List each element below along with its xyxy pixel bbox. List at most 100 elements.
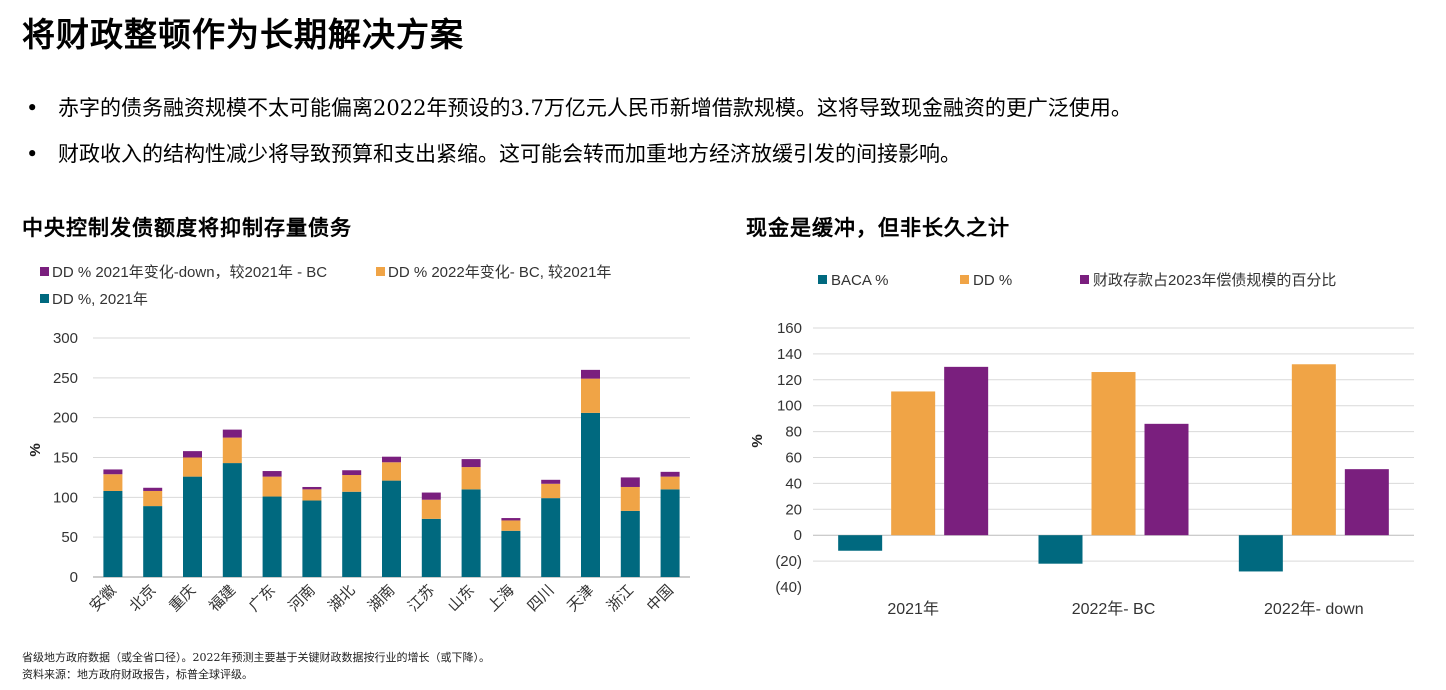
x-tick-label: 浙江 <box>603 581 637 615</box>
bar-segment <box>103 474 123 491</box>
y-tick-label: 20 <box>785 501 802 518</box>
bar-segment <box>421 518 441 577</box>
y-tick-label: 300 <box>53 330 78 347</box>
bar-segment <box>103 469 123 475</box>
y-tick-label: 100 <box>53 489 78 506</box>
bar-segment <box>222 463 242 577</box>
legend-swatch <box>40 267 49 276</box>
bar-segment <box>581 378 600 413</box>
bar-segment <box>222 429 242 438</box>
footnotes: 省级地方政府数据（或全省口径）。2022年预测主要基于关键财政数据按行业的增长（… <box>22 649 490 683</box>
bar-segment <box>103 490 123 577</box>
bar-segment <box>421 499 441 519</box>
x-tick-label: 湖南 <box>364 581 398 615</box>
bullet-item: • 赤字的债务融资规模不太可能偏离2022年预设的3.7万亿元人民币新增借款规模… <box>22 90 1422 136</box>
bar <box>1238 535 1283 572</box>
y-tick-label: 50 <box>61 529 78 546</box>
bar-segment <box>382 480 401 577</box>
bar-segment <box>143 487 163 491</box>
bar-segment <box>143 490 163 507</box>
bar-segment <box>342 491 362 577</box>
y-tick-label: 120 <box>777 372 802 389</box>
bar-segment <box>541 483 561 499</box>
bar-segment <box>501 530 521 577</box>
bar-segment <box>421 492 441 500</box>
legend-label: BACA % <box>831 272 889 289</box>
legend-swatch <box>40 294 49 303</box>
bar-segment <box>302 489 322 501</box>
bar-segment <box>461 489 481 577</box>
bar-segment <box>581 412 600 577</box>
bullet-dot: • <box>26 142 39 166</box>
bullet-text: 财政收入的结构性减少将导致预算和支出紧缩。这可能会转而加重地方经济放缓引发的间接… <box>58 142 961 166</box>
y-tick-label: 80 <box>785 424 802 441</box>
bar-segment <box>620 477 640 487</box>
x-tick-label: 2022年- down <box>1264 600 1364 618</box>
y-axis-label: % <box>27 443 44 456</box>
y-tick-label: 40 <box>785 475 802 492</box>
bar-segment <box>183 476 202 577</box>
bar-segment <box>581 369 600 379</box>
legend-label: DD % 2022年变化- BC, 较2021年 <box>388 263 611 281</box>
x-tick-label: 天津 <box>563 581 597 615</box>
footnote: 省级地方政府数据（或全省口径）。2022年预测主要基于关键财政数据按行业的增长（… <box>22 651 490 664</box>
x-tick-label: 江苏 <box>404 581 438 615</box>
bar <box>838 535 883 551</box>
x-tick-label: 北京 <box>126 581 160 615</box>
y-tick-label: 140 <box>777 346 802 363</box>
legend-label: DD %, 2021年 <box>52 291 148 308</box>
y-tick-label: 200 <box>53 410 78 427</box>
x-tick-label: 重庆 <box>165 581 199 615</box>
legend-label: DD % <box>973 272 1012 289</box>
y-tick-label: 0 <box>70 569 78 586</box>
x-tick-label: 广东 <box>245 581 279 615</box>
footnote-source: 资料来源：地方政府财政报告，标普全球评级。 <box>22 668 253 681</box>
bar-segment <box>461 459 481 468</box>
y-tick-label: 60 <box>785 450 802 467</box>
legend-label: DD % 2021年变化-down，较2021年 - BC <box>52 263 327 281</box>
bar-segment <box>382 456 401 463</box>
stacked-bar-chart: DD % 2021年变化-down，较2021年 - BC DD % 2022年变… <box>27 263 690 615</box>
x-tick-label: 2022年- BC <box>1072 600 1156 618</box>
bar-segment <box>461 467 481 490</box>
x-tick-label: 四川 <box>524 581 558 615</box>
bar <box>1291 364 1336 536</box>
legend-swatch <box>376 267 385 276</box>
x-tick-label: 中国 <box>643 581 677 615</box>
bar-segment <box>143 506 163 577</box>
bar-segment <box>541 479 561 484</box>
y-tick-label: 150 <box>53 450 78 467</box>
legend-swatch <box>818 275 827 284</box>
bar-segment <box>382 462 401 481</box>
y-tick-label: (20) <box>775 553 802 570</box>
y-tick-label: 100 <box>777 398 802 415</box>
bar-segment <box>302 486 322 490</box>
legend-label: 财政存款占2023年偿债规模的百分比 <box>1093 272 1336 289</box>
bar-segment <box>262 471 282 477</box>
bar-segment <box>342 475 362 492</box>
x-tick-label: 2021年 <box>887 600 939 618</box>
x-tick-label: 山东 <box>444 581 478 615</box>
x-tick-label: 河南 <box>285 581 319 615</box>
y-tick-label: 250 <box>53 370 78 387</box>
bar-segment <box>262 476 282 497</box>
legend-swatch <box>960 275 969 284</box>
bar-segment <box>620 486 640 511</box>
y-tick-label: 0 <box>794 527 802 544</box>
bar-segment <box>262 496 282 577</box>
legend-swatch <box>1080 275 1089 284</box>
bar <box>944 366 989 536</box>
y-tick-label: 160 <box>777 320 802 337</box>
bar-segment <box>620 510 640 577</box>
x-tick-label: 福建 <box>205 581 239 615</box>
y-axis-label: % <box>749 434 766 447</box>
bar <box>1091 372 1136 536</box>
bar-segment <box>660 476 680 490</box>
bar <box>891 391 936 536</box>
grouped-bar-chart: BACA % DD % 财政存款占2023年偿债规模的百分比 160 140 120 100… <box>749 272 1414 618</box>
bar-segment <box>501 518 521 521</box>
bar-segment <box>541 498 561 577</box>
right-chart-title: 现金是缓冲，但非长久之计 <box>746 216 1010 240</box>
bar-segment <box>342 470 362 476</box>
bullet-text: 赤字的债务融资规模不太可能偏离2022年预设的3.7万亿元人民币新增借款规模。这… <box>58 96 1132 120</box>
